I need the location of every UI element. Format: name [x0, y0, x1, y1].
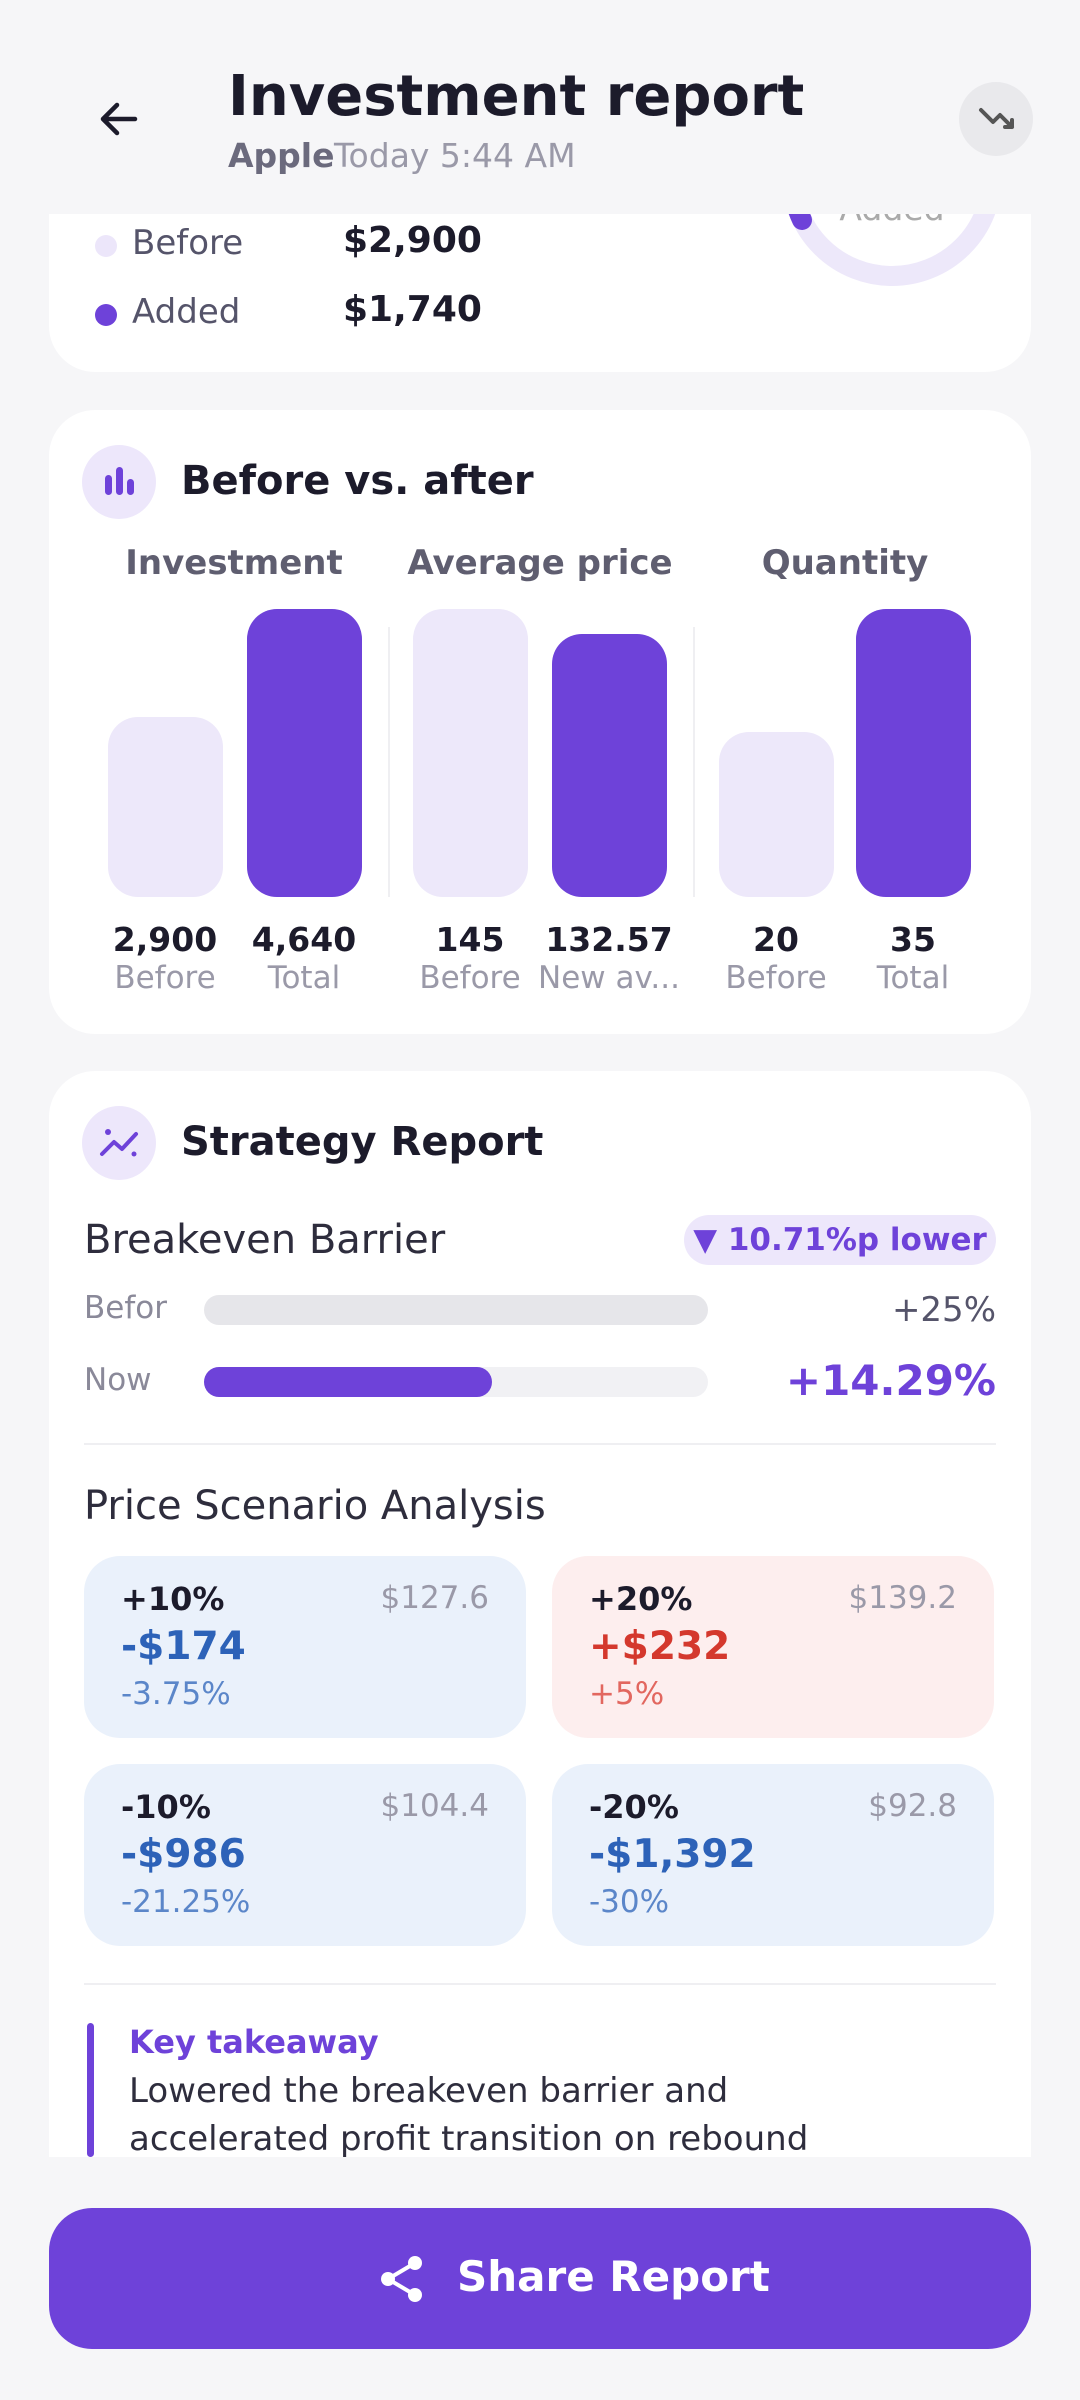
scenario-card: +20% $139.2 +$232 +5%: [552, 1556, 994, 1738]
takeaway-title: Key takeaway: [129, 2023, 379, 2061]
takeaway-text: Lowered the breakeven barrier and accele…: [129, 2071, 809, 2159]
takeaway-bar: [87, 2023, 94, 2157]
before-after-card: Before vs. after Investment 2,900 Before 4,…: [49, 410, 1031, 1034]
chart-icon: [82, 445, 156, 519]
scenario-card: +10% $127.6 -$174 -3.75%: [84, 1556, 526, 1738]
bar-caption: Before: [114, 960, 216, 996]
scenario-amount: -$1,392: [589, 1832, 756, 1877]
row-value: +14.29%: [785, 1356, 996, 1405]
bar: [108, 717, 223, 897]
timestamp: Today 5:44 AM: [334, 136, 576, 175]
bar-value: 145: [435, 920, 505, 959]
bar: [413, 609, 528, 897]
scenario-percent: -30%: [589, 1884, 670, 1920]
header: Investment report Apple Today 5:44 AM: [0, 0, 1080, 214]
share-button[interactable]: Share Report: [49, 2208, 1031, 2349]
scenario-amount: -$174: [121, 1624, 246, 1669]
scenario-amount: -$986: [121, 1832, 246, 1877]
scenario-card: -10% $104.4 -$986 -21.25%: [84, 1764, 526, 1946]
bar-caption: New av...: [538, 960, 680, 996]
row-label: Befor: [84, 1290, 167, 1326]
back-button[interactable]: [95, 95, 143, 143]
bar-value: 20: [753, 920, 799, 959]
divider: [84, 1443, 996, 1445]
separator: [693, 627, 695, 897]
title: Investment report: [228, 64, 805, 129]
scenario-change: +10%: [121, 1580, 225, 1618]
badge: ▼ 10.71%p lower: [684, 1215, 996, 1265]
trend-button[interactable]: [959, 82, 1033, 156]
scenario-change: +20%: [589, 1580, 693, 1618]
strategy-card: Strategy Report Breakeven Barrier ▼ 10.7…: [49, 1071, 1031, 2191]
legend-label: Before: [132, 223, 244, 263]
bar: [552, 633, 667, 897]
bar-caption: Before: [419, 960, 521, 996]
bar-value: 2,900: [112, 920, 218, 959]
bar-caption: Total: [876, 960, 950, 996]
share-label: Share Report: [457, 2252, 770, 2301]
legend-value: $1,740: [343, 289, 482, 330]
bar-value: 35: [890, 920, 936, 959]
divider: [84, 1983, 996, 1985]
row-label: Now: [84, 1362, 152, 1398]
scenario-card: -20% $92.8 -$1,392 -30%: [552, 1764, 994, 1946]
group-title: Investment: [125, 543, 343, 583]
scenario-amount: +$232: [589, 1624, 731, 1669]
scenario-title: Price Scenario Analysis: [84, 1483, 546, 1529]
breakeven-title: Breakeven Barrier: [84, 1217, 446, 1263]
legend-dot: [95, 304, 117, 326]
separator: [388, 627, 390, 897]
scenario-price: $139.2: [848, 1580, 957, 1616]
group-title: Quantity: [761, 543, 929, 583]
legend-label: Added: [132, 292, 241, 332]
scenario-percent: +5%: [589, 1676, 665, 1712]
card-title: Strategy Report: [181, 1119, 544, 1165]
bar-value: 132.57: [545, 920, 673, 959]
row-value: +25%: [891, 1290, 996, 1330]
breakeven-bar: [204, 1367, 493, 1397]
bar: [856, 609, 971, 897]
scenario-price: $92.8: [868, 1788, 957, 1824]
group-title: Average price: [407, 543, 673, 583]
legend-dot: [95, 235, 117, 257]
bar-value: 4,640: [251, 920, 357, 959]
bar-caption: Before: [725, 960, 827, 996]
bar: [247, 609, 362, 897]
scenario-price: $127.6: [380, 1580, 489, 1616]
stock-name: Apple: [228, 136, 335, 175]
strategy-icon: [82, 1106, 156, 1180]
bar: [719, 732, 834, 897]
breakeven-bar: [204, 1295, 708, 1325]
legend-value: $2,900: [343, 220, 482, 261]
scenario-change: -10%: [121, 1788, 211, 1826]
scenario-change: -20%: [589, 1788, 679, 1826]
card-title: Before vs. after: [181, 458, 534, 504]
scenario-percent: -3.75%: [121, 1676, 231, 1712]
bar-caption: Total: [267, 960, 341, 996]
scenario-price: $104.4: [380, 1788, 489, 1824]
scenario-percent: -21.25%: [121, 1884, 251, 1920]
